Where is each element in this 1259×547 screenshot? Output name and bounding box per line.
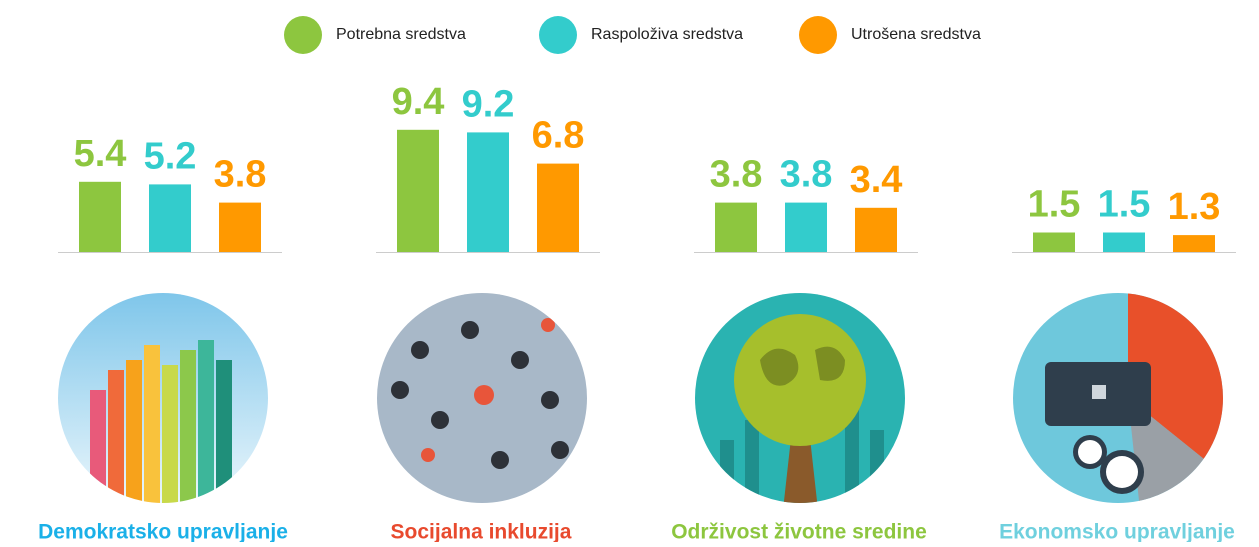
value-label: 9.2 [462, 83, 515, 125]
bar [397, 130, 439, 252]
bar [1033, 233, 1075, 253]
value-label: 3.8 [214, 154, 267, 196]
legend-swatch [799, 16, 837, 54]
bar [149, 184, 191, 252]
legend-swatch [539, 16, 577, 54]
value-label: 6.8 [532, 115, 585, 157]
value-label: 3.4 [850, 159, 903, 201]
bar [79, 182, 121, 252]
illustration-inclusion [377, 293, 587, 503]
illustration-economy [1013, 290, 1230, 510]
bar [785, 203, 827, 252]
value-label: 1.3 [1168, 186, 1221, 228]
category-title: Održivost životne sredine [671, 521, 927, 542]
bar [715, 203, 757, 252]
category-title: Socijalna inkluzija [391, 521, 572, 542]
illustration-democracy [58, 293, 268, 510]
value-label: 3.8 [710, 154, 763, 196]
bar [467, 132, 509, 252]
value-label: 1.5 [1098, 184, 1151, 226]
category-title: Ekonomsko upravljanje [999, 521, 1235, 542]
legend-swatch [284, 16, 322, 54]
bar [537, 164, 579, 252]
bar [1103, 233, 1145, 253]
value-label: 5.4 [74, 133, 127, 175]
legend-label: Potrebna sredstva [336, 26, 466, 43]
value-label: 5.2 [144, 135, 197, 177]
illustration-environment [695, 293, 905, 510]
bar [1173, 235, 1215, 252]
value-label: 3.8 [780, 154, 833, 196]
infographic: Potrebna sredstva Raspoloživa sredstva Utr… [0, 0, 1259, 542]
bar [219, 203, 261, 252]
value-label: 1.5 [1028, 184, 1081, 226]
value-label: 9.4 [392, 81, 445, 123]
legend-label: Raspoloživa sredstva [591, 26, 743, 43]
category-title: Demokratsko upravljanje [38, 521, 288, 542]
legend-label: Utrošena sredstva [851, 26, 981, 43]
bar [855, 208, 897, 252]
